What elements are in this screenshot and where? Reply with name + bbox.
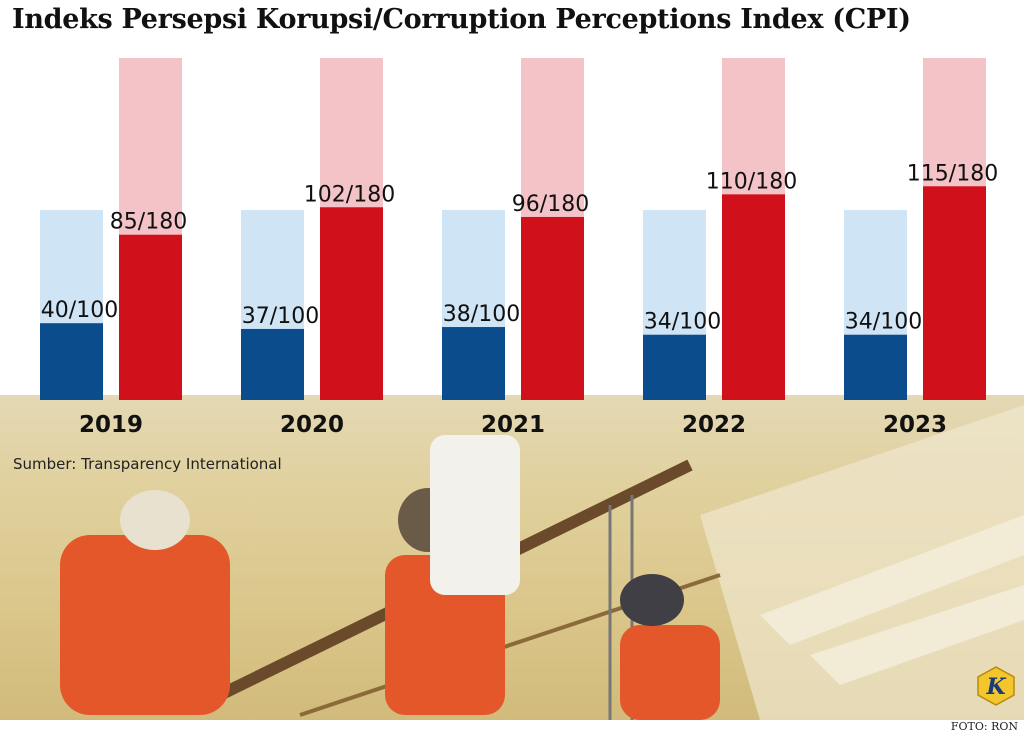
year-label-2023: 2023 bbox=[883, 412, 947, 438]
year-label-2022: 2022 bbox=[682, 412, 746, 438]
score-bar-2023 bbox=[844, 334, 907, 400]
rank-bar-2021 bbox=[521, 216, 584, 400]
photo-credit: FOTO: RON bbox=[950, 720, 1018, 733]
credit-strip bbox=[0, 720, 1024, 734]
score-label-2019: 40/100 bbox=[41, 298, 118, 323]
score-label-2023: 34/100 bbox=[845, 310, 922, 335]
score-bar-2019 bbox=[40, 323, 103, 400]
rank-label-2021: 96/180 bbox=[512, 192, 589, 217]
logo-letter: K bbox=[985, 674, 1006, 700]
score-bar-2021 bbox=[442, 327, 505, 400]
rank-bar-2019 bbox=[119, 234, 182, 400]
year-label-2020: 2020 bbox=[280, 412, 344, 438]
rank-bar-2023 bbox=[923, 186, 986, 400]
score-label-2022: 34/100 bbox=[644, 310, 721, 335]
rank-bar-2020 bbox=[320, 207, 383, 400]
score-label-2020: 37/100 bbox=[242, 304, 319, 329]
score-bar-2022 bbox=[643, 334, 706, 400]
page-title: Indeks Persepsi Korupsi/Corruption Perce… bbox=[12, 4, 911, 35]
year-label-2019: 2019 bbox=[79, 412, 143, 438]
publisher-logo: K bbox=[977, 666, 1015, 706]
photo-illustration bbox=[0, 395, 1024, 720]
rank-bar-2022 bbox=[722, 194, 785, 400]
rank-label-2023: 115/180 bbox=[907, 161, 998, 186]
score-label-2021: 38/100 bbox=[443, 302, 520, 327]
cpi-bar-chart: 40/100 85/180 2019 37/100 102/180 2020 38/100 9… bbox=[40, 58, 998, 438]
year-label-2021: 2021 bbox=[481, 412, 545, 438]
rank-label-2019: 85/180 bbox=[110, 210, 187, 235]
source-note: Sumber: Transparency International bbox=[13, 455, 282, 473]
background-photo bbox=[0, 395, 1024, 720]
score-bar-2020 bbox=[241, 328, 304, 400]
rank-label-2020: 102/180 bbox=[304, 182, 395, 207]
rank-label-2022: 110/180 bbox=[706, 169, 797, 194]
